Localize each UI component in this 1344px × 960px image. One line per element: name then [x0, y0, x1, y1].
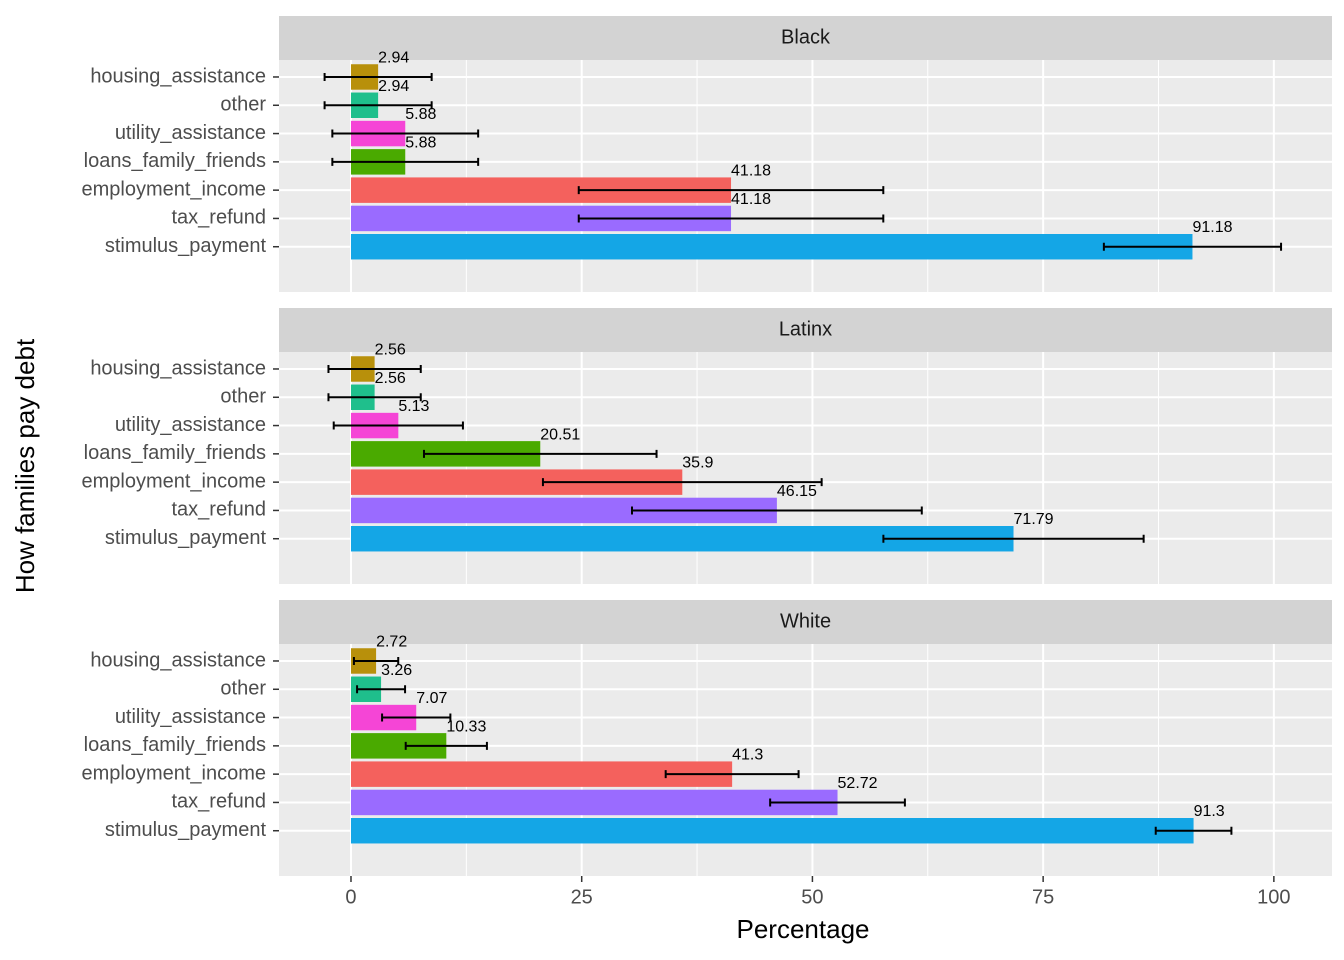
y-tick-label: housing_assistance	[90, 357, 266, 379]
error-bar	[541, 478, 823, 487]
facet-strip	[279, 600, 1332, 644]
value-label: 52.72	[838, 775, 878, 792]
value-label: 41.3	[732, 747, 763, 764]
value-label: 46.15	[777, 483, 817, 500]
value-label: 41.18	[731, 163, 771, 180]
error-bar	[332, 421, 464, 430]
value-label: 2.94	[378, 78, 409, 95]
bar	[350, 234, 1193, 260]
y-tick-label: housing_assistance	[90, 649, 266, 671]
error-bar	[1102, 242, 1283, 251]
value-label: 5.88	[405, 106, 436, 123]
value-label: 2.56	[375, 341, 406, 358]
value-label: 20.51	[540, 426, 580, 443]
x-tick-label: 0	[345, 886, 356, 908]
y-axis-title: How families pay debt	[10, 338, 40, 593]
y-tick-label: other	[220, 386, 266, 408]
error-bar	[404, 741, 488, 750]
bar	[350, 818, 1194, 844]
x-axis-title: Percentage	[737, 914, 870, 944]
error-bar	[331, 129, 480, 138]
error-bar	[664, 770, 800, 779]
value-label: 5.13	[398, 398, 429, 415]
y-tick-label: employment_income	[81, 470, 266, 492]
error-bar	[577, 214, 885, 223]
y-tick-label: other	[220, 94, 266, 116]
error-bar	[352, 656, 400, 665]
value-label: 35.9	[682, 455, 713, 472]
error-bar	[323, 101, 433, 110]
value-label: 2.94	[378, 49, 409, 66]
x-tick-label: 75	[1032, 886, 1054, 908]
value-label: 41.18	[731, 191, 771, 208]
y-tick-label: tax_refund	[171, 499, 266, 521]
value-label: 2.56	[375, 370, 406, 387]
error-bar	[327, 364, 422, 373]
y-tick-label: utility_assistance	[115, 706, 266, 728]
bar	[350, 789, 838, 816]
x-tick-label: 25	[571, 886, 593, 908]
y-tick-label: tax_refund	[171, 207, 266, 229]
value-label: 3.26	[381, 662, 412, 679]
facet-strip	[279, 16, 1332, 60]
value-label: 71.79	[1014, 511, 1054, 528]
y-tick-label: employment_income	[81, 762, 266, 784]
value-label: 91.3	[1194, 803, 1225, 820]
error-bar	[323, 72, 433, 81]
value-label: 91.18	[1192, 219, 1232, 236]
error-bar	[631, 506, 923, 515]
facet-strip	[279, 308, 1332, 352]
value-label: 2.72	[376, 633, 407, 650]
y-tick-label: stimulus_payment	[105, 235, 267, 257]
y-tick-label: tax_refund	[171, 791, 266, 813]
value-label: 10.33	[446, 718, 486, 735]
value-label: 5.88	[405, 134, 436, 151]
error-bar	[381, 713, 452, 722]
y-tick-label: loans_family_friends	[84, 734, 266, 756]
y-tick-label: stimulus_payment	[105, 527, 267, 549]
facet-title: Latinx	[779, 318, 832, 340]
y-tick-label: loans_family_friends	[84, 150, 266, 172]
y-tick-label: loans_family_friends	[84, 442, 266, 464]
x-tick-label: 50	[801, 886, 823, 908]
error-bar	[356, 685, 407, 694]
error-bar	[882, 534, 1145, 543]
y-tick-label: stimulus_payment	[105, 819, 267, 841]
y-tick-label: other	[220, 678, 266, 700]
error-bar	[1154, 826, 1233, 835]
error-bar	[577, 186, 885, 195]
facet-title: Black	[781, 26, 831, 48]
y-tick-label: utility_assistance	[115, 414, 266, 436]
value-label: 7.07	[416, 690, 447, 707]
error-bar	[769, 798, 906, 807]
y-tick-label: employment_income	[81, 178, 266, 200]
facet-title: White	[780, 610, 831, 632]
error-bar	[331, 157, 480, 166]
error-bar	[327, 393, 422, 402]
y-tick-label: utility_assistance	[115, 122, 266, 144]
y-tick-label: housing_assistance	[90, 65, 266, 87]
error-bar	[422, 449, 658, 458]
x-tick-label: 100	[1257, 886, 1290, 908]
